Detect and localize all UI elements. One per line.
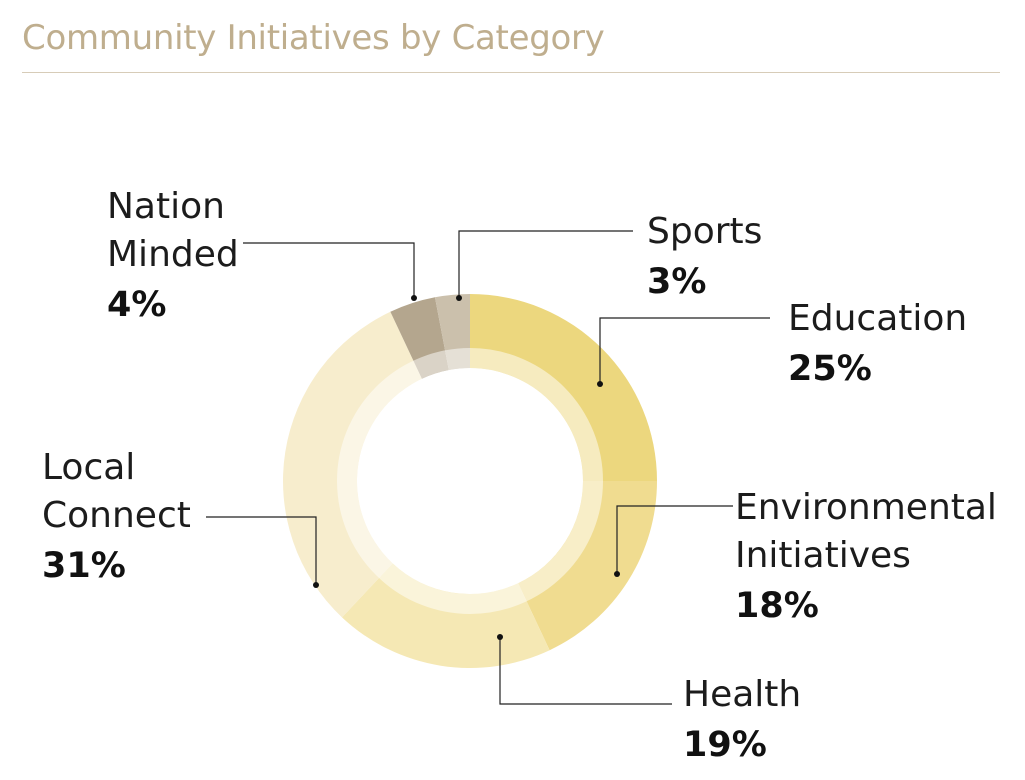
leader-dot-local-connect <box>313 582 319 588</box>
value-label-education: 25% <box>788 349 872 389</box>
label-nation-minded-line-1: Nation <box>107 186 225 227</box>
label-environmental-initiatives-line-1: Environmental <box>735 487 997 528</box>
leader-line-sports <box>458 230 633 298</box>
chart-title: Community Initiatives by Category <box>22 18 605 58</box>
value-label-nation-minded: 4% <box>107 285 166 325</box>
label-sports: Sports <box>647 211 762 252</box>
leader-line-nation-minded <box>243 242 415 298</box>
value-label-environmental-initiatives: 18% <box>735 586 819 626</box>
leader-dot-health <box>497 634 503 640</box>
leader-dot-sports <box>456 295 462 301</box>
value-label-health: 19% <box>683 725 767 765</box>
label-local-connect-line-1: Local <box>42 447 135 488</box>
slice-environmental-initiatives <box>518 481 657 651</box>
label-health: Health <box>683 674 801 715</box>
donut-slices <box>282 294 657 669</box>
value-label-sports: 3% <box>647 262 706 302</box>
label-nation-minded-line-2: Minded <box>107 234 239 275</box>
leader-line-education <box>599 317 770 384</box>
label-environmental-initiatives-line-2: Initiatives <box>735 535 911 576</box>
slice-labels: Education 25% Environmental Initiatives 18% H… <box>42 186 997 765</box>
leader-dot-education <box>597 381 603 387</box>
leader-line-health <box>499 637 672 705</box>
leader-line-local-connect <box>206 516 317 585</box>
leader-lines <box>206 230 770 705</box>
label-local-connect-line-2: Connect <box>42 495 191 536</box>
leader-line-environmental-initiatives <box>616 505 733 574</box>
inner-ring <box>337 348 603 614</box>
leader-dot-environmental-initiatives <box>614 571 620 577</box>
leader-dot-nation-minded <box>411 295 417 301</box>
label-education: Education <box>788 298 967 339</box>
value-label-local-connect: 31% <box>42 546 126 586</box>
title-divider <box>22 72 1000 73</box>
